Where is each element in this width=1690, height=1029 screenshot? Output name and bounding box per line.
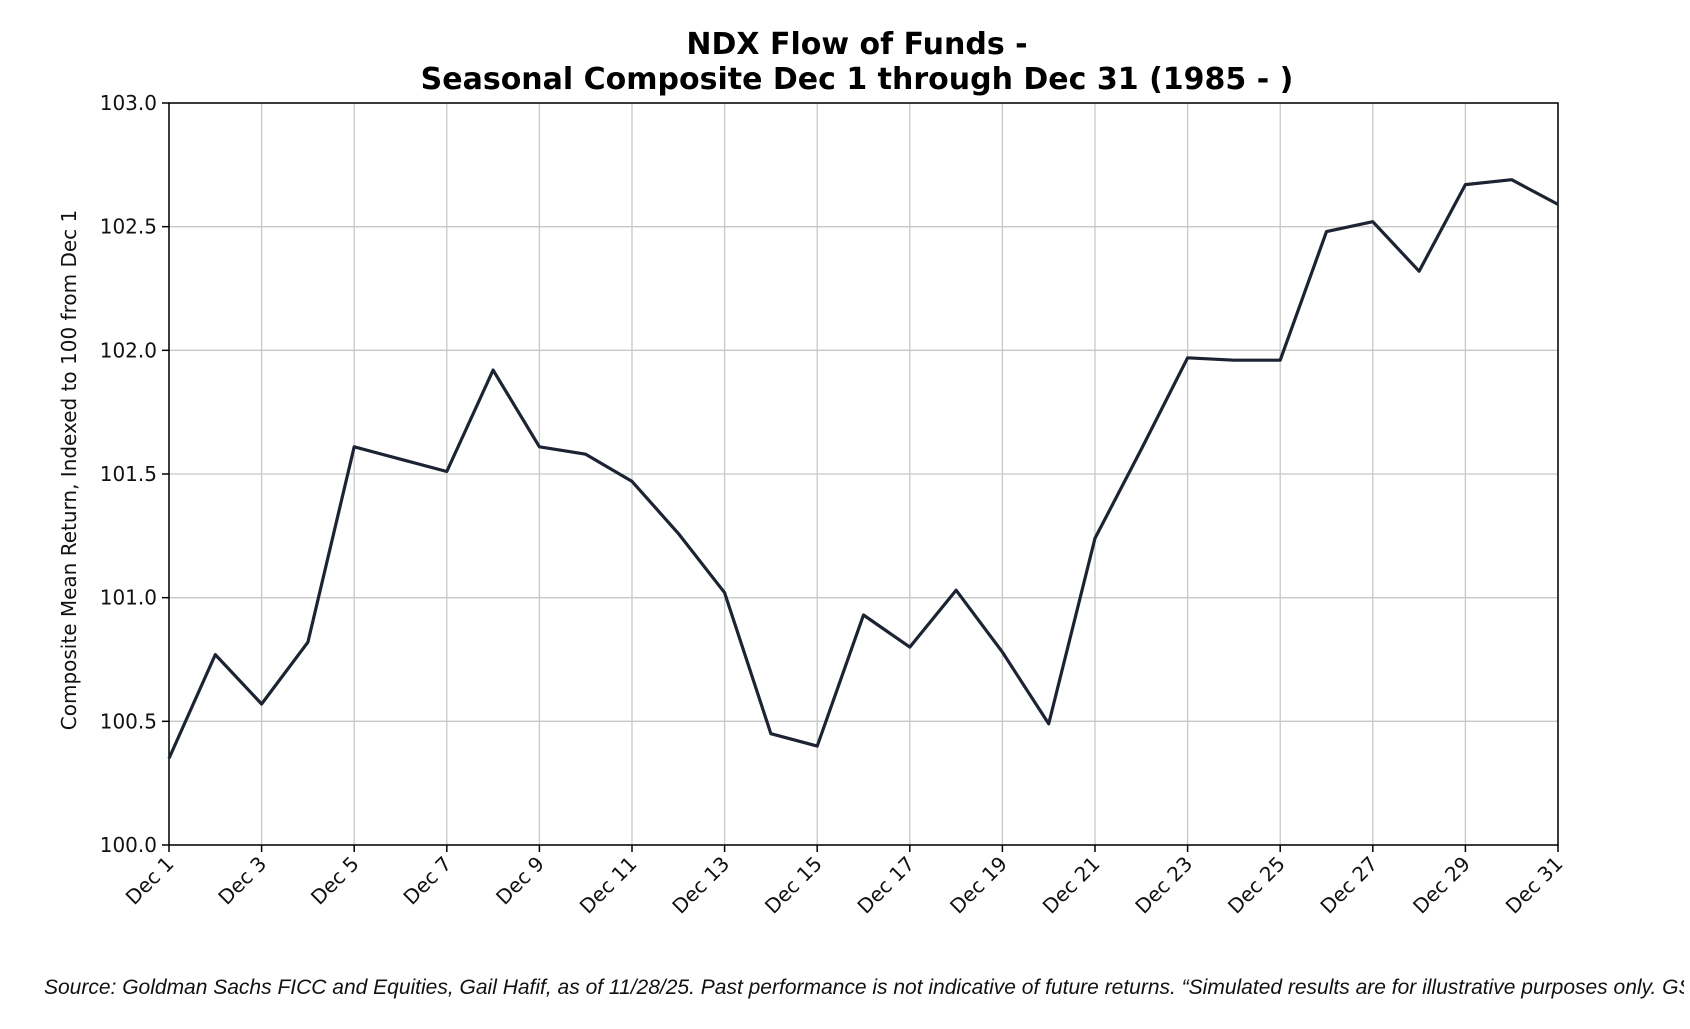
x-tick-label: Dec 5 — [306, 852, 364, 910]
x-tick-label: Dec 3 — [213, 852, 271, 910]
chart-title-line-1: NDX Flow of Funds - — [686, 27, 1027, 62]
y-axis-label: Composite Mean Return, Indexed to 100 fr… — [57, 210, 81, 730]
y-tick-label: 103.0 — [100, 91, 157, 115]
source-note: Source: Goldman Sachs FICC and Equities,… — [44, 976, 1684, 999]
x-tick-label: Dec 31 — [1501, 852, 1568, 919]
x-tick-label: Dec 23 — [1130, 852, 1197, 919]
x-tick-label: Dec 17 — [853, 852, 920, 919]
x-tick-label: Dec 1 — [121, 852, 179, 910]
x-tick-label: Dec 25 — [1223, 852, 1290, 919]
x-tick-label: Dec 15 — [760, 852, 827, 919]
x-tick-label: Dec 27 — [1316, 852, 1383, 919]
grid — [168, 102, 1559, 846]
series-line — [167, 178, 1559, 760]
x-tick-label: Dec 29 — [1408, 852, 1475, 919]
x-tick-label: Dec 21 — [1038, 852, 1105, 919]
y-tick-label: 102.5 — [100, 215, 157, 239]
x-axis-ticks: Dec 1 Dec 3 Dec 5 Dec 7 Dec 9 Dec 11 Dec 13 Dec… — [121, 845, 1568, 918]
x-tick-label: Dec 19 — [945, 852, 1012, 919]
x-tick-label: Dec 13 — [667, 852, 734, 919]
x-tick-label: Dec 9 — [491, 852, 549, 910]
y-axis-ticks: 100.0 100.5 101.0 101.5 102.0 102.5 103.0 — [100, 91, 169, 857]
y-tick-label: 100.0 — [100, 833, 157, 857]
y-tick-label: 100.5 — [100, 709, 157, 733]
y-tick-label: 101.5 — [100, 462, 157, 486]
x-tick-label: Dec 7 — [398, 852, 456, 910]
y-tick-label: 102.0 — [100, 338, 157, 362]
y-tick-label: 101.0 — [100, 586, 157, 610]
x-tick-label: Dec 11 — [575, 852, 642, 919]
chart-title-line-2: Seasonal Composite Dec 1 through Dec 31 … — [421, 62, 1294, 97]
